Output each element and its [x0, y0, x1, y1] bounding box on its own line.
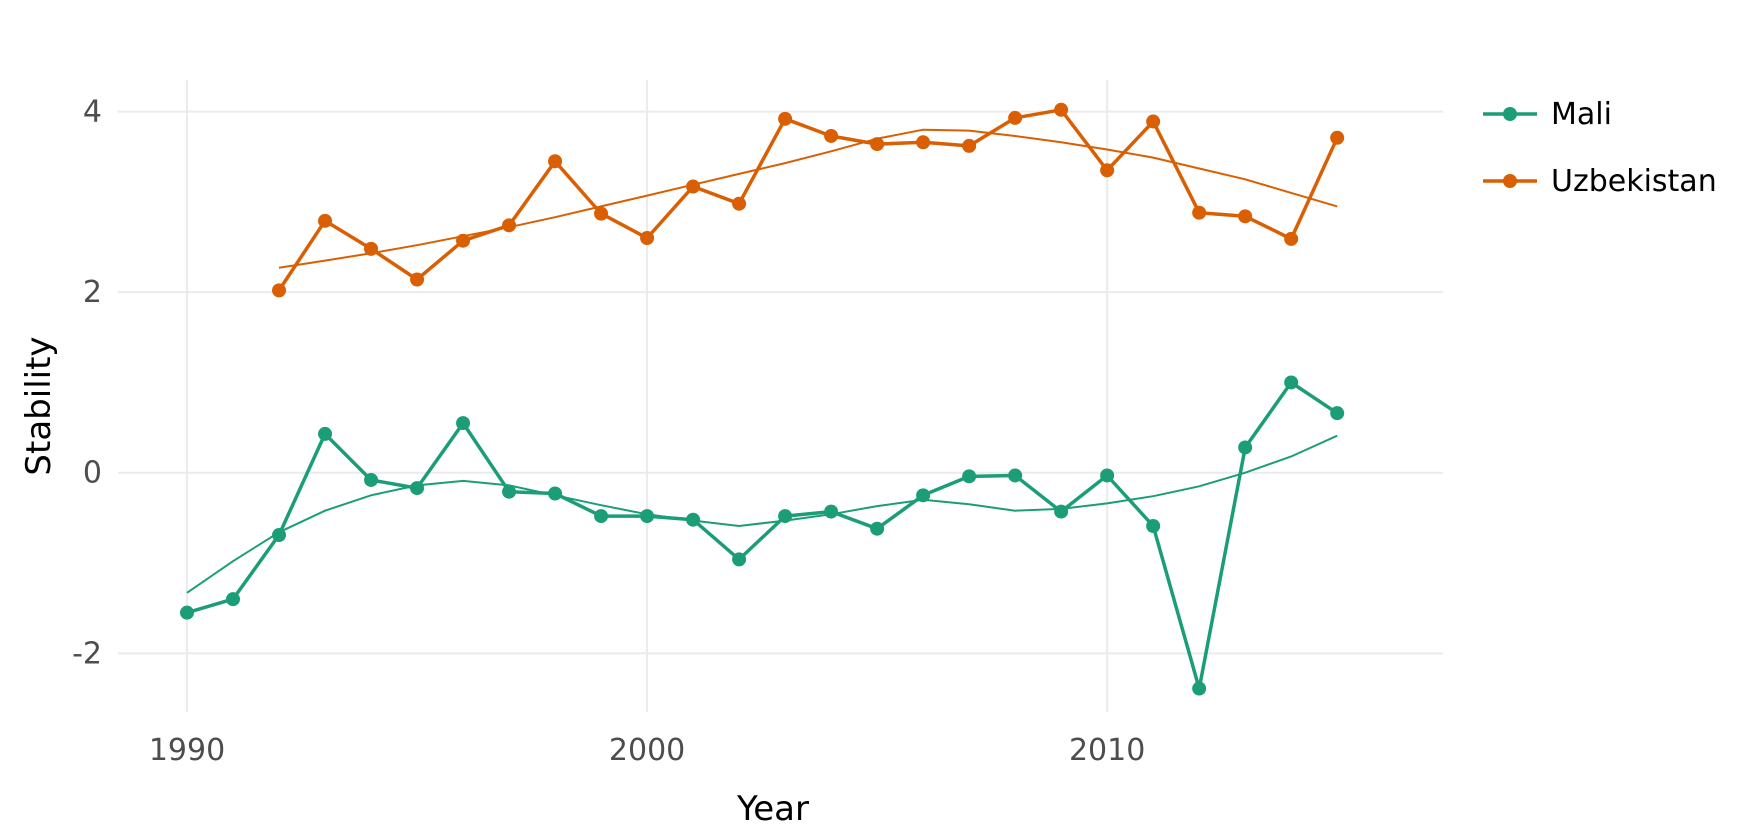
data-point-mali	[1008, 468, 1023, 483]
data-point-uzbekistan	[1008, 110, 1023, 125]
data-point-uzbekistan	[502, 218, 517, 233]
data-point-mali	[1146, 519, 1161, 534]
x-axis-title: Year	[736, 789, 809, 826]
data-point-uzbekistan	[1284, 231, 1299, 246]
data-point-mali	[226, 592, 241, 607]
series-line-mali	[186, 380, 1339, 691]
legend: Mali Uzbekistan	[1483, 97, 1717, 199]
data-point-mali	[594, 509, 609, 524]
data-point-mali	[686, 512, 701, 527]
data-point-uzbekistan	[732, 196, 747, 211]
y-tick-label: 4	[83, 95, 102, 130]
trend-lines	[186, 128, 1338, 594]
series-lines	[186, 108, 1339, 691]
data-point-mali	[732, 552, 747, 567]
data-point-uzbekistan	[1330, 130, 1345, 145]
legend-item-mali: Mali	[1483, 97, 1612, 132]
data-point-uzbekistan	[456, 233, 471, 248]
data-point-uzbekistan	[870, 137, 885, 152]
y-tick-label: 0	[83, 456, 102, 491]
legend-marker	[1503, 107, 1517, 121]
x-tick-label: 2000	[609, 733, 685, 768]
data-point-uzbekistan	[824, 128, 839, 143]
data-point-mali	[502, 484, 517, 499]
trend-line-uzbekistan	[278, 128, 1338, 269]
grid	[118, 80, 1443, 712]
data-point-uzbekistan	[1192, 205, 1207, 220]
data-point-mali	[916, 488, 931, 503]
series-line-uzbekistan	[277, 108, 1339, 292]
data-point-uzbekistan	[1146, 114, 1161, 129]
data-point-mali	[364, 472, 379, 487]
x-tick-label: 1990	[149, 733, 225, 768]
legend-item-uzbekistan: Uzbekistan	[1483, 164, 1717, 199]
data-point-uzbekistan	[686, 179, 701, 194]
data-point-uzbekistan	[1238, 209, 1253, 224]
data-point-mali	[318, 426, 333, 441]
data-point-mali	[824, 504, 839, 519]
data-point-mali	[1284, 375, 1299, 390]
data-point-uzbekistan	[778, 111, 793, 126]
data-point-mali	[1054, 504, 1069, 519]
data-point-uzbekistan	[962, 138, 977, 153]
data-point-uzbekistan	[640, 231, 655, 245]
legend-label: Mali	[1551, 97, 1612, 132]
legend-label: Uzbekistan	[1551, 164, 1717, 199]
data-point-mali	[1330, 406, 1345, 421]
data-point-mali	[456, 416, 471, 431]
y-axis-title: Stability	[19, 336, 59, 475]
y-tick-label: -2	[72, 636, 102, 671]
data-point-uzbekistan	[1054, 102, 1069, 117]
data-point-uzbekistan	[916, 135, 931, 150]
legend-marker	[1503, 174, 1517, 188]
x-tick-labels: 1990 2000 2010	[149, 733, 1145, 768]
data-point-mali	[778, 509, 793, 524]
data-point-uzbekistan	[1100, 163, 1115, 178]
x-tick-label: 2010	[1069, 733, 1145, 768]
y-tick-labels: -2 0 2 4	[72, 95, 102, 672]
data-point-mali	[640, 509, 655, 524]
data-point-mali	[548, 486, 563, 501]
data-point-uzbekistan	[548, 154, 563, 169]
data-point-uzbekistan	[594, 206, 609, 221]
data-point-uzbekistan	[272, 283, 287, 298]
data-point-mali	[410, 481, 425, 496]
data-point-mali	[1238, 440, 1253, 455]
data-point-uzbekistan	[364, 241, 379, 256]
data-point-mali	[1100, 468, 1115, 483]
data-point-mali	[870, 521, 885, 536]
data-point-mali	[180, 605, 195, 620]
y-tick-label: 2	[83, 275, 102, 310]
data-point-mali	[962, 469, 977, 484]
trend-line-mali	[186, 434, 1338, 594]
data-point-mali	[1192, 681, 1207, 696]
data-point-mali	[272, 528, 287, 543]
data-point-uzbekistan	[318, 213, 333, 228]
series-points	[180, 102, 1345, 696]
data-point-uzbekistan	[410, 272, 425, 287]
